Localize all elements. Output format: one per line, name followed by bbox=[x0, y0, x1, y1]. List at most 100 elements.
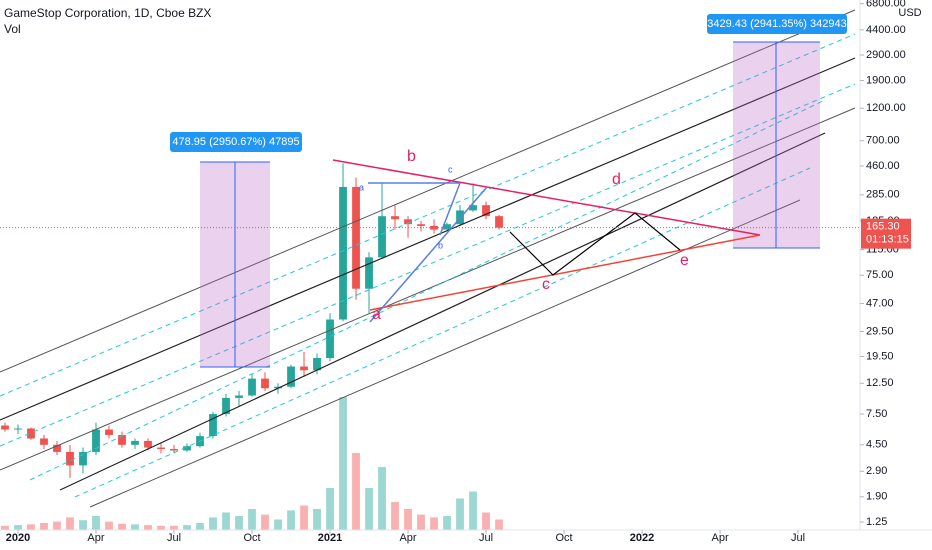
volume-bar bbox=[248, 509, 256, 530]
y-tick-label: 75.00 bbox=[866, 269, 894, 281]
candle-body bbox=[27, 428, 35, 439]
countdown: 01:13:15 bbox=[866, 234, 909, 246]
chart-title: GameStop Corporation, 1D, Cboe BZX bbox=[4, 6, 211, 20]
x-tick-label: Apr bbox=[87, 532, 104, 544]
volume-bar bbox=[352, 453, 360, 530]
volume-bar bbox=[339, 397, 347, 530]
volume-bar bbox=[209, 517, 217, 530]
triangle-upper bbox=[332, 159, 761, 236]
volume-bar bbox=[131, 524, 139, 530]
volume-bar bbox=[391, 502, 399, 530]
candle-body bbox=[248, 378, 256, 396]
candle-body bbox=[287, 366, 295, 387]
y-tick-label: 4.50 bbox=[866, 439, 887, 451]
channel-line bbox=[59, 132, 826, 491]
triangle-lower bbox=[369, 234, 761, 311]
volume-bar bbox=[495, 519, 503, 530]
volume-bar bbox=[365, 488, 373, 530]
measure-label-box bbox=[707, 14, 847, 34]
price-axis bbox=[860, 0, 932, 550]
x-tick-label: Apr bbox=[399, 532, 416, 544]
volume-bar bbox=[443, 516, 451, 530]
volume-bar bbox=[287, 510, 295, 530]
y-tick-label: 1.90 bbox=[866, 491, 887, 503]
volume-bar bbox=[79, 520, 87, 530]
candle-body bbox=[313, 358, 321, 371]
volume-bar bbox=[261, 514, 269, 530]
volume-bar bbox=[144, 525, 152, 530]
candle-body bbox=[209, 414, 217, 437]
y-tick-label: 700.00 bbox=[866, 135, 900, 147]
y-tick-label: 19.50 bbox=[866, 350, 894, 362]
volume-bar bbox=[469, 491, 477, 530]
channel-line bbox=[0, 9, 856, 373]
y-tick-label: 2.90 bbox=[866, 465, 887, 477]
wedge-line bbox=[439, 182, 461, 236]
volume-bar bbox=[183, 525, 191, 530]
candle-body bbox=[391, 216, 399, 220]
candle-body bbox=[105, 429, 113, 435]
volume-bar bbox=[53, 521, 61, 530]
y-tick-label: 1.25 bbox=[866, 516, 887, 528]
candle-body bbox=[430, 225, 438, 230]
price-layer bbox=[1, 163, 503, 530]
volume-bar bbox=[326, 488, 334, 530]
volume-bar bbox=[27, 524, 35, 530]
y-tick-label: 47.00 bbox=[866, 297, 894, 309]
drawings: 478.95 (2950.67%) 47895 3429.43 (2941.35… bbox=[0, 9, 856, 508]
x-tick-label: 2022 bbox=[630, 532, 654, 544]
wave-label: a bbox=[372, 306, 381, 323]
candle-body bbox=[1, 425, 9, 430]
volume-bar bbox=[105, 521, 113, 530]
candle-body bbox=[378, 216, 386, 258]
wedge-line bbox=[369, 186, 488, 323]
volume-bar bbox=[300, 505, 308, 530]
x-tick-label: Jul bbox=[791, 532, 805, 544]
candle-body bbox=[92, 429, 100, 452]
volume-bar bbox=[235, 516, 243, 530]
candle-body bbox=[274, 386, 282, 389]
measure-label: 3429.43 (2941.35%) 342943 bbox=[707, 18, 846, 30]
channel-line bbox=[0, 107, 856, 471]
candle-body bbox=[157, 447, 165, 449]
volume-bar bbox=[196, 523, 204, 530]
last-price-label: 165.30 bbox=[866, 221, 900, 233]
candle-body bbox=[118, 434, 126, 445]
measure-label-box bbox=[170, 132, 302, 152]
candle-body bbox=[352, 186, 360, 289]
sub-wave-label: a bbox=[359, 182, 364, 192]
volume-bar bbox=[222, 512, 230, 530]
wave-label: b bbox=[407, 148, 416, 165]
channel-dashed bbox=[0, 33, 856, 397]
candle-body bbox=[235, 395, 243, 398]
volume-bar bbox=[378, 467, 386, 530]
candle-body bbox=[53, 444, 61, 452]
x-tick-label: Oct bbox=[243, 532, 260, 544]
y-tick-label: 12.50 bbox=[866, 377, 894, 389]
y-tick-label: 6800.00 bbox=[866, 0, 906, 10]
candle-body bbox=[183, 446, 191, 451]
y-tick-label: 460.00 bbox=[866, 160, 900, 172]
wave-label: e bbox=[680, 252, 689, 269]
volume-bar bbox=[313, 509, 321, 530]
measure-label: 478.95 (2950.67%) 47895 bbox=[172, 136, 299, 148]
volume-bar bbox=[274, 519, 282, 530]
volume-bar bbox=[92, 516, 100, 530]
candle-body bbox=[495, 216, 503, 228]
candle-body bbox=[443, 224, 451, 230]
candle-body bbox=[300, 366, 308, 371]
last-price-tag bbox=[861, 218, 911, 249]
candle-body bbox=[170, 448, 178, 451]
x-tick-label: Jul bbox=[167, 532, 181, 544]
y-tick-label: 7.50 bbox=[866, 408, 887, 420]
channel-dashed bbox=[29, 99, 826, 481]
channel-dashed bbox=[0, 83, 856, 447]
volume-bar bbox=[417, 514, 425, 530]
candle-body bbox=[222, 397, 230, 415]
candle-body bbox=[404, 219, 412, 225]
indicator-label: Vol bbox=[4, 22, 21, 36]
x-tick-label: 2021 bbox=[318, 532, 342, 544]
projection-path bbox=[509, 212, 681, 276]
y-tick-label: 1900.00 bbox=[866, 74, 906, 86]
